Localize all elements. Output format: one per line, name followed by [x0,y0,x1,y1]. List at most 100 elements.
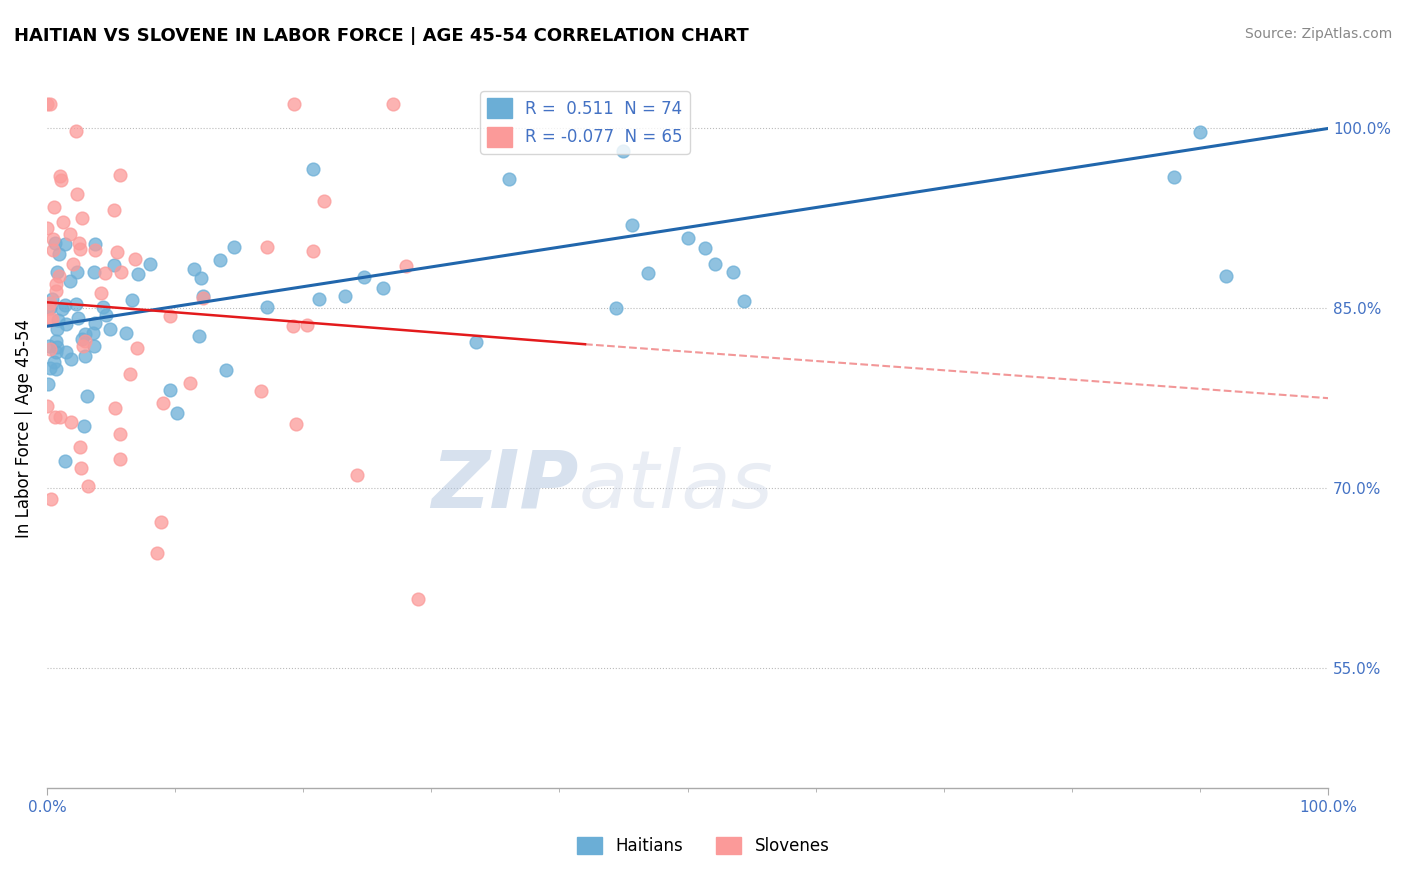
Point [76,389,98,403]
Point [90,286,112,301]
Point [39,343,62,357]
Y-axis label: In Labor Force | Age 45-54: In Labor Force | Age 45-54 [15,318,32,538]
Point [98,322,121,336]
Point [191,289,214,303]
Point [395,259,418,273]
Point [150,515,173,529]
Point [93,266,115,280]
Point [70,333,93,347]
Point [46,322,69,336]
Point [118,367,141,381]
Point [465,335,488,350]
Point [190,271,212,285]
Point [114,326,136,341]
Point [208,253,231,268]
Point [53,236,76,251]
Point [108,426,131,441]
Point [62,257,84,271]
Point [69,440,91,454]
Point [693,241,716,255]
Point [65,124,87,138]
Point [45,334,67,349]
Point [335,289,357,303]
Point [188,329,211,343]
Point [48,269,70,284]
Point [283,97,305,112]
Point [59,227,82,241]
Point [60,415,83,429]
Point [1163,170,1185,185]
Point [38,300,60,314]
Point [94,308,117,322]
Point [678,230,700,244]
Point [104,401,127,415]
Point [46,313,69,327]
Text: HAITIAN VS SLOVENE IN LABOR FORCE | AGE 45-54 CORRELATION CHART: HAITIAN VS SLOVENE IN LABOR FORCE | AGE … [14,27,749,45]
Point [59,274,82,288]
Point [70,461,93,475]
Point [67,235,90,250]
Point [103,258,125,272]
Point [346,467,368,482]
Point [83,236,105,251]
Point [39,295,62,310]
Point [179,376,201,390]
Point [1188,125,1211,139]
Text: Source: ZipAtlas.com: Source: ZipAtlas.com [1244,27,1392,41]
Point [91,300,114,314]
Point [42,355,65,369]
Point [70,211,93,226]
Point [82,326,104,340]
Point [46,340,69,354]
Point [108,169,131,183]
Point [67,311,90,326]
Point [215,363,238,377]
Point [45,285,67,299]
Point [53,454,76,468]
Point [139,257,162,271]
Point [37,221,59,235]
Point [45,362,67,376]
Point [295,318,318,333]
Point [152,395,174,409]
Point [49,409,72,424]
Point [51,215,73,229]
Point [39,361,62,376]
Point [41,312,63,326]
Point [41,292,63,306]
Point [46,265,69,279]
Point [39,312,62,326]
Point [73,334,96,349]
Point [704,257,727,271]
Point [84,244,107,258]
Point [55,344,77,359]
Point [314,194,336,209]
Point [105,245,128,260]
Point [37,301,59,315]
Point [38,339,60,353]
Point [55,298,77,312]
Point [41,232,63,246]
Point [159,310,181,324]
Point [48,247,70,261]
Point [44,236,66,251]
Point [498,172,520,186]
Point [35,399,58,413]
Point [408,592,430,607]
Point [77,478,100,492]
Point [37,97,59,112]
Point [605,301,627,316]
Point [191,291,214,305]
Legend: Haitians, Slovenes: Haitians, Slovenes [569,830,837,862]
Point [256,240,278,254]
Point [146,546,169,560]
Point [224,239,246,253]
Point [59,351,82,366]
Point [308,293,330,307]
Point [83,339,105,353]
Point [302,244,325,258]
Point [73,349,96,363]
Point [373,280,395,294]
Point [84,316,107,330]
Point [49,172,72,186]
